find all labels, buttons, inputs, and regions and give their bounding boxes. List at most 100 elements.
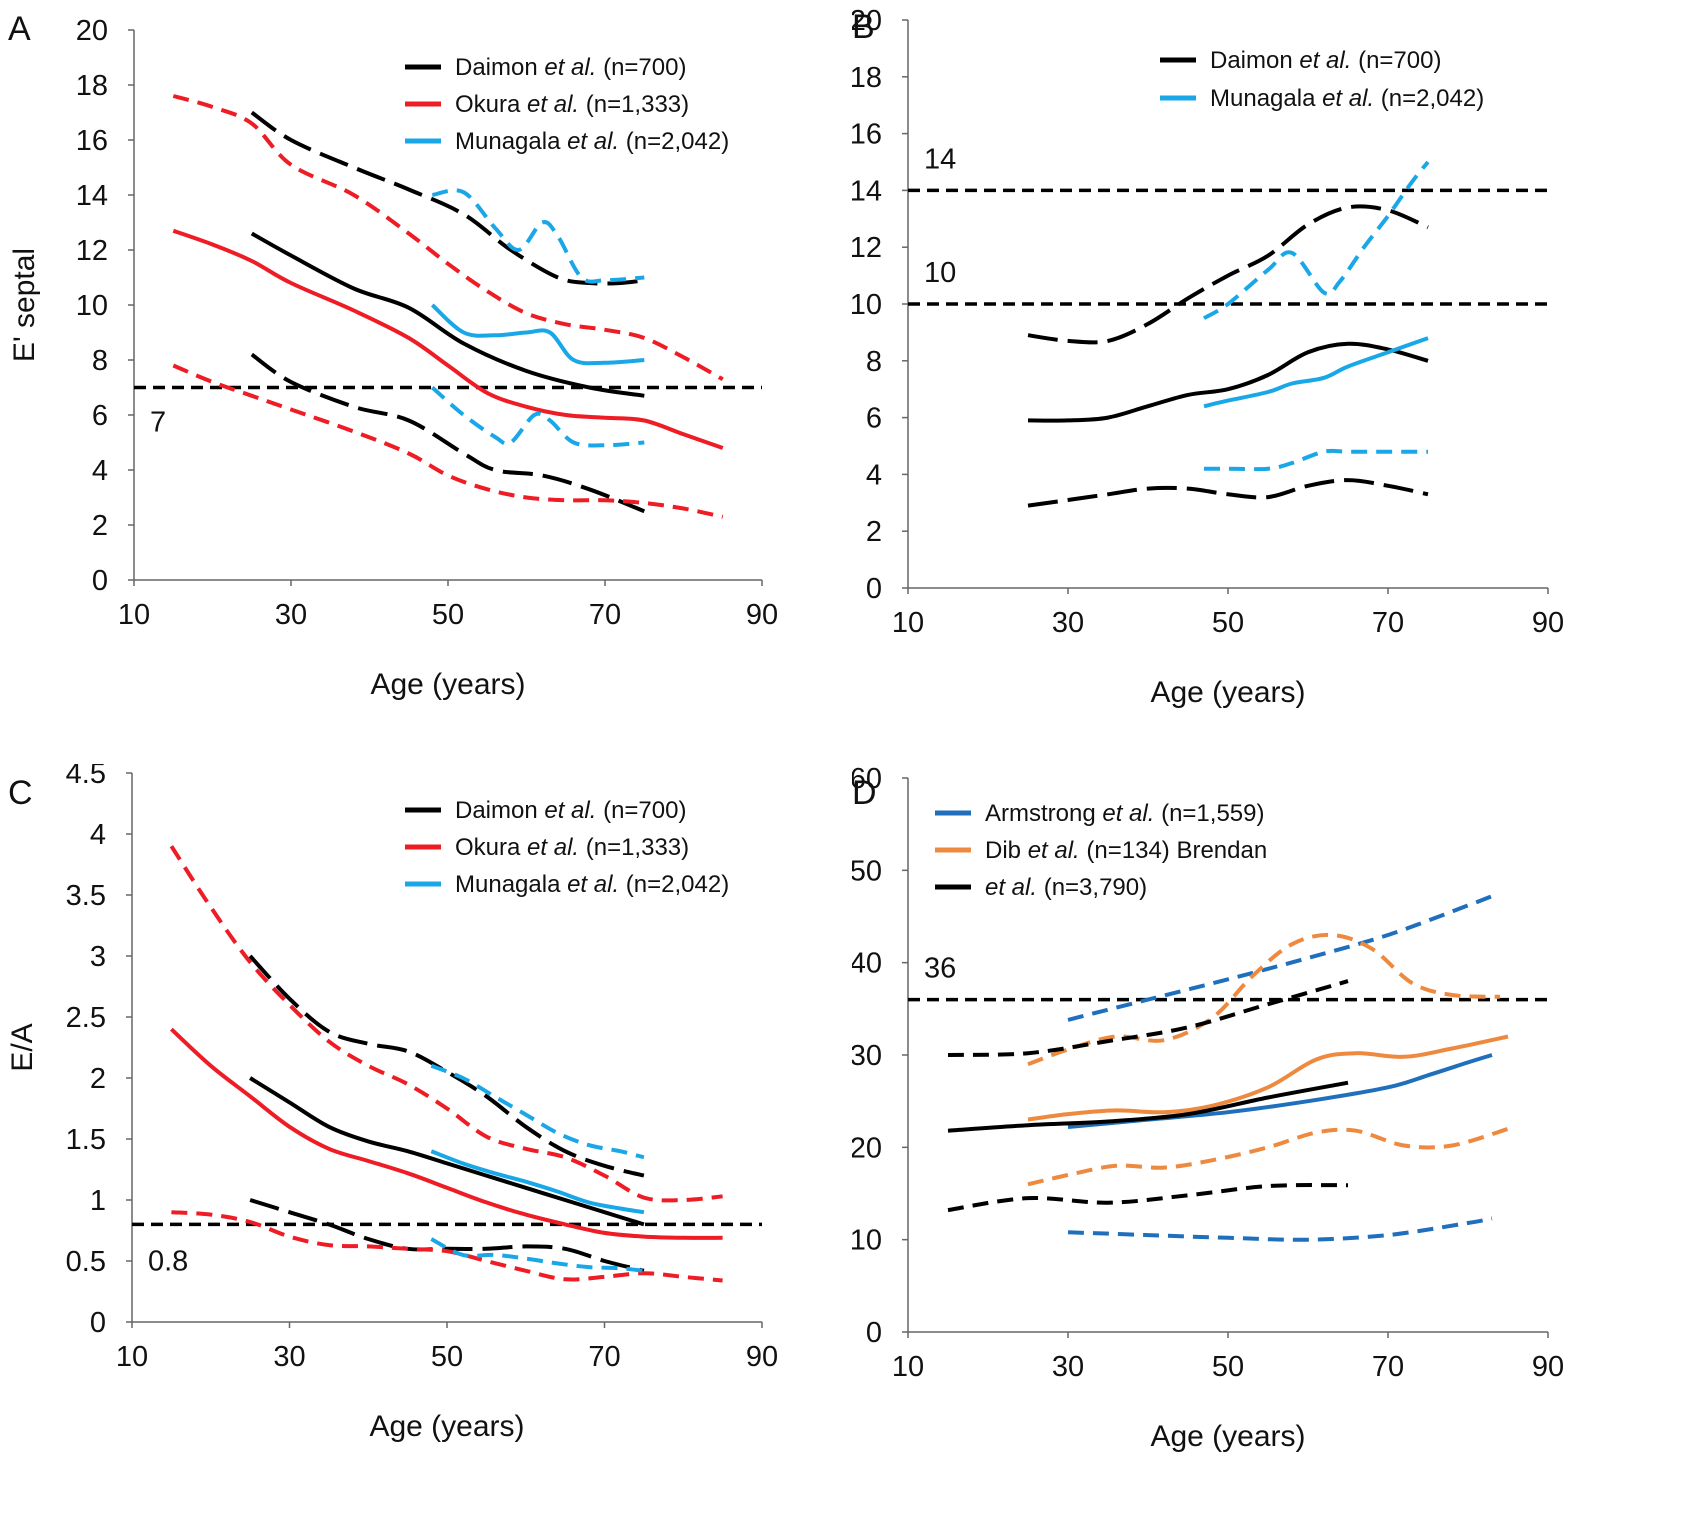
legend-entry: Daimon et al. (n=700) [1210, 47, 1441, 74]
series-line [1203, 336, 1429, 409]
series-line [170, 1027, 723, 1240]
y-tick-label: 2.5 [66, 1002, 106, 1034]
series-line [169, 845, 723, 1203]
legend-etal: et al. [527, 91, 579, 118]
y-axis-label: E' septal [8, 248, 41, 362]
x-tick-label: 50 [431, 1341, 463, 1373]
series-line [249, 1076, 645, 1227]
y-tick-label: 0 [90, 1307, 106, 1339]
panel-letter: B [852, 8, 875, 46]
x-tick-label: 90 [746, 1341, 778, 1373]
legend-entry: Dib et al. (n=134) Brendan [985, 837, 1267, 864]
legend-count: (n=700) [596, 797, 686, 824]
series-line [430, 1063, 645, 1160]
legend-count: (n=700) [596, 54, 686, 81]
x-tick-label: 90 [1532, 1351, 1564, 1383]
y-tick-label: 10 [852, 289, 882, 321]
series-line [430, 1149, 645, 1215]
y-tick-label: 12 [852, 232, 882, 264]
y-tick-label: 3.5 [66, 880, 106, 912]
legend-entry: Okura et al. (n=1,333) [455, 834, 689, 861]
y-tick-label: 4 [866, 459, 882, 491]
y-tick-label: 14 [76, 180, 108, 212]
series-line [250, 110, 645, 286]
legend-etal: et al. [544, 54, 596, 81]
y-tick-label: 1.5 [66, 1124, 106, 1156]
reference-line-label: 0.8 [148, 1245, 188, 1277]
series-line [947, 979, 1349, 1057]
series-line [249, 1198, 645, 1273]
y-tick-label: 30 [852, 1040, 882, 1072]
y-tick-label: 16 [852, 119, 882, 151]
series-line [947, 1183, 1349, 1213]
legend-etal: et al. [1028, 837, 1080, 864]
x-axis-label: Age (years) [1150, 676, 1305, 709]
legend-entry: Daimon et al. (n=700) [455, 54, 686, 81]
legend-author: Daimon [455, 54, 544, 81]
legend-count: (n=134) Brendan [1080, 837, 1267, 864]
legend-author: Munagala [455, 871, 567, 898]
x-tick-label: 10 [118, 599, 150, 631]
y-tick-label: 0 [866, 1317, 882, 1349]
y-tick-label: 20 [76, 15, 108, 47]
legend-etal: et al. [1322, 85, 1374, 112]
panel-letter: C [8, 774, 33, 812]
x-tick-label: 70 [1372, 607, 1404, 639]
series-line [1067, 1216, 1493, 1242]
x-tick-label: 90 [1532, 607, 1564, 639]
series-line [248, 954, 645, 1178]
legend-count: (n=1,333) [579, 91, 689, 118]
x-tick-label: 70 [1372, 1351, 1404, 1383]
y-tick-label: 2 [90, 1063, 106, 1095]
legend-author: Daimon [455, 797, 544, 824]
reference-line-label: 10 [924, 257, 956, 289]
x-tick-label: 50 [1212, 607, 1244, 639]
series-line [1027, 341, 1429, 423]
legend-etal: et al. [1299, 47, 1351, 74]
y-axis-label: E/A [6, 1023, 39, 1071]
chart-a: A 10 30 50 70 90 0 2 4 6 8 10 12 14 16 18 20 Age (years) E… [8, 10, 778, 701]
y-tick-label: 12 [76, 235, 108, 267]
x-tick-label: 10 [892, 1351, 924, 1383]
legend-author: Daimon [1210, 47, 1299, 74]
series-line [1204, 448, 1428, 472]
series-line [1027, 1034, 1509, 1122]
series-line [250, 231, 645, 398]
x-tick-label: 30 [273, 1341, 305, 1373]
y-tick-label: 18 [76, 70, 108, 102]
series-line [1067, 1053, 1493, 1129]
legend-author: Munagala [1210, 85, 1322, 112]
series-line [430, 1237, 645, 1273]
panel-a: A 10 30 50 70 90 0 2 4 6 8 10 12 14 16 18 20 Age (years) E… [0, 0, 852, 764]
series-line [1027, 932, 1501, 1067]
series-line [1067, 894, 1493, 1022]
legend-count: (n=2,042) [619, 871, 729, 898]
series-line [947, 1080, 1349, 1133]
chart-panel-c-svg: C 10 30 50 70 90 0 0.5 1 1.5 2 2.5 3 3.5 4 4.5 Age (year… [6, 764, 778, 1443]
y-tick-label: 1 [90, 1185, 106, 1217]
legend-etal: et al. [1102, 800, 1154, 827]
y-tick-label: 8 [92, 345, 108, 377]
legend-count: (n=1,333) [579, 834, 689, 861]
legend-count: (n=2,042) [619, 128, 729, 155]
x-axis-label: Age (years) [1150, 1420, 1305, 1453]
legend-entry: Armstrong et al. (n=1,559) [985, 800, 1264, 827]
reference-line-label: 7 [150, 407, 166, 439]
legend-count: (n=2,042) [1374, 85, 1484, 112]
legend-etal: et al. [544, 797, 596, 824]
x-tick-label: 30 [1052, 607, 1084, 639]
reference-line-label: 36 [924, 953, 956, 985]
x-tick-label: 30 [275, 599, 307, 631]
legend-count: (n=3,790) [1037, 874, 1147, 901]
legend-etal: et al. [985, 874, 1037, 901]
series-line [171, 1210, 723, 1283]
series-line [172, 94, 724, 382]
x-tick-label: 50 [432, 599, 464, 631]
y-tick-label: 0.5 [66, 1246, 106, 1278]
series-line [430, 303, 645, 366]
panel-c: C 10 30 50 70 90 0 0.5 1 1.5 2 2.5 3 3.5 4 4.5 Age (year… [0, 764, 852, 1528]
series-line [431, 188, 645, 284]
